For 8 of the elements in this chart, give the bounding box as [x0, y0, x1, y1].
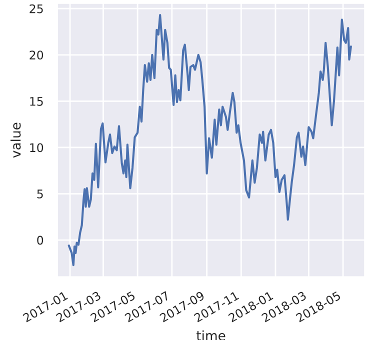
- y-tick-label: 20: [30, 50, 44, 60]
- y-tick-label: 10: [30, 143, 44, 152]
- y-tick-label: 0: [37, 236, 44, 245]
- line-series: [68, 14, 352, 266]
- y-tick-label: 25: [30, 4, 43, 14]
- y-tick-label: 15: [30, 97, 43, 106]
- y-axis-title: value: [10, 122, 21, 158]
- y-tick-label: 5: [37, 190, 43, 198]
